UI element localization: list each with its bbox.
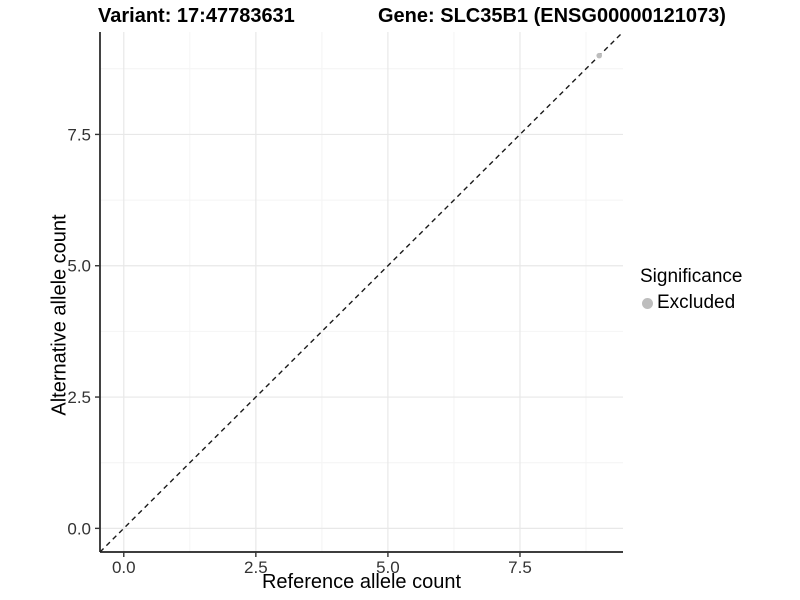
y-tick-label: 5.0 — [67, 257, 91, 276]
legend-key-dot — [642, 297, 653, 309]
x-tick-label: 0.0 — [112, 558, 136, 577]
x-axis-title: Reference allele count — [261, 571, 461, 593]
y-axis-title: Alternative allele count — [48, 214, 71, 416]
identity-dashed-line — [99, 31, 624, 553]
y-tick-label: 2.5 — [67, 388, 91, 407]
x-tick-label: 7.5 — [508, 558, 532, 577]
x-tick-label: 5.0 — [376, 558, 400, 577]
y-tick-label: 0.0 — [67, 519, 91, 538]
plot-title-gene: Gene: SLC35B1 (ENSG00000121073) — [378, 5, 726, 27]
legend-item-label: Excluded — [657, 292, 736, 313]
x-tick-label: 2.5 — [244, 558, 268, 577]
legend-item-excluded: Excluded — [640, 292, 742, 314]
legend-title: Significance — [640, 266, 743, 287]
legend: Significance Excluded — [640, 266, 742, 314]
data-point-excluded — [596, 52, 603, 59]
plot-title-variant: Variant: 17:47783631 — [98, 5, 295, 27]
y-tick-label: 7.5 — [67, 125, 91, 144]
